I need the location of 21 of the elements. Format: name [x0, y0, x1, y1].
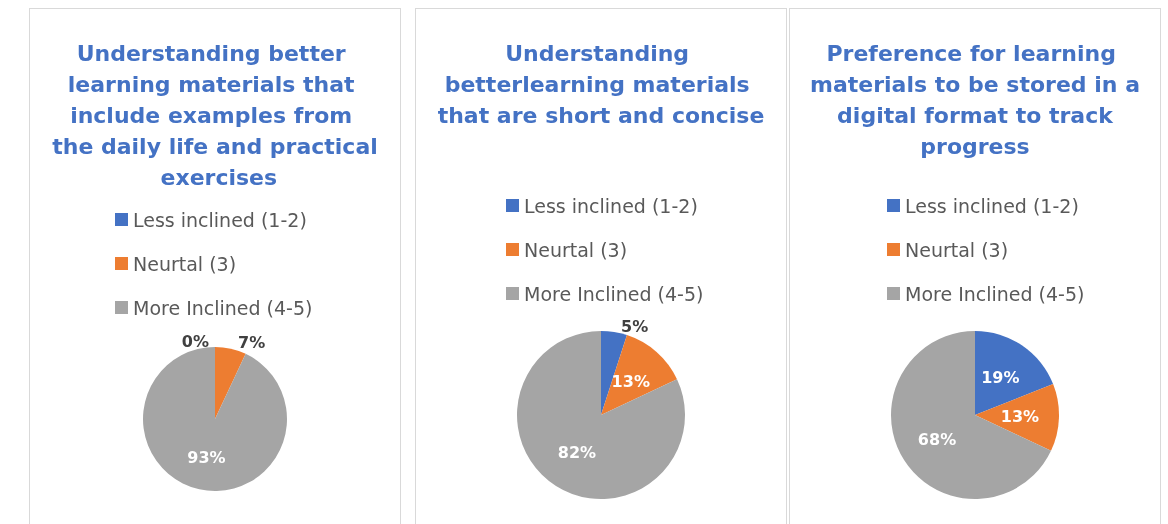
legend-label: Neurtal (3): [133, 252, 237, 275]
chart-title: Understanding better learning materials that include examples from the daily life and practical exercises: [52, 41, 378, 190]
legend-label: More Inclined (4-5): [905, 282, 1085, 305]
data-label: 7%: [238, 333, 266, 353]
legend-label: Neurtal (3): [524, 238, 628, 261]
text: 0%: [181, 331, 209, 351]
chart-title: Preference for learning materials to be stored in a digital format to track progress: [810, 41, 1140, 159]
legend-label: More Inclined (4-5): [524, 282, 704, 305]
data-label: 93%: [187, 447, 226, 467]
legend-label: Less inclined (1-2): [524, 194, 698, 217]
data-label: 68%: [917, 429, 957, 449]
legend-label: Less inclined (1-2): [905, 194, 1079, 217]
data-label: 13%: [611, 371, 650, 391]
data-label: 82%: [557, 443, 597, 463]
legend-label: Less inclined (1-2): [133, 208, 307, 231]
data-label: 5%: [621, 316, 649, 336]
legend-label: More Inclined (4-5): [133, 296, 313, 319]
chart-title: Understanding betterlearning materials that are short and concise: [437, 41, 765, 128]
data-label: 13%: [1000, 406, 1040, 426]
legend-label: Neurtal (3): [905, 238, 1009, 261]
data-label: 19%: [981, 368, 1020, 388]
